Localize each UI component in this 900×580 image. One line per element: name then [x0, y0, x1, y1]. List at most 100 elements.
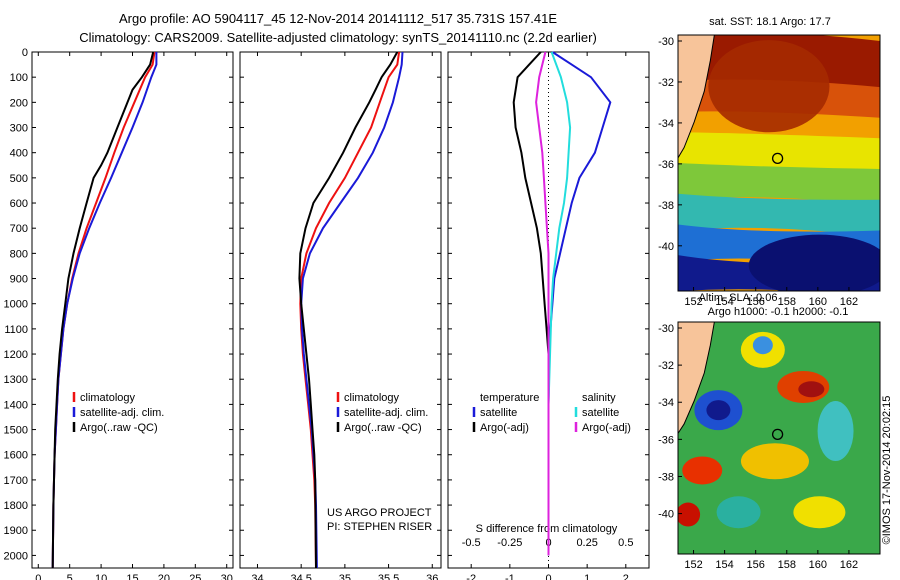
- title-line-1: Argo profile: AO 5904117_45 12-Nov-2014 …: [119, 11, 557, 26]
- series-line-2: [512, 51, 550, 556]
- series-line-3: [51, 51, 155, 569]
- profile-panel-3: -2-1012T difference from climatology-0.5…: [447, 51, 650, 580]
- x-tick-label: -1: [505, 573, 515, 580]
- footer-stamp: ©IMOS 17-Nov-2014 20:02:15: [881, 396, 893, 545]
- sla-eddy: [682, 456, 723, 485]
- legend-temperature-heading: temperature: [480, 392, 539, 404]
- depth-tick-label: 1100: [4, 324, 28, 336]
- title-line-2: Climatology: CARS2009. Satellite-adjuste…: [79, 30, 597, 45]
- x-tick-label: 34: [251, 573, 263, 580]
- legend-climatology-label: climatology: [344, 392, 400, 404]
- lat-tick-label: -32: [658, 77, 674, 89]
- panel-frame: [239, 51, 442, 569]
- legend-salinity-heading: salinity: [582, 392, 616, 404]
- x-tick-label: 30: [221, 573, 233, 580]
- lon-tick-label: 156: [747, 296, 765, 308]
- x-tick-label: 35.5: [378, 573, 399, 580]
- depth-tick-label: 0: [22, 47, 28, 59]
- legend-satellite-label: satellite-adj. clim.: [80, 407, 164, 419]
- lon-tick-label: 158: [778, 296, 796, 308]
- x-tick-label: 0: [545, 573, 551, 580]
- depth-tick-label: 1200: [4, 349, 28, 361]
- x-tick-label: 0: [35, 573, 41, 580]
- x-tick-label: 10: [95, 573, 107, 580]
- x-tick-label: 20: [158, 573, 170, 580]
- lon-tick-label: 162: [840, 296, 858, 308]
- legend-argo-label: Argo(..raw -QC): [80, 422, 158, 434]
- depth-tick-label: 600: [10, 198, 28, 210]
- series-line-1: [51, 51, 156, 569]
- sla-eddy: [678, 502, 701, 527]
- land-coast: [678, 322, 715, 435]
- depth-tick-label: 1500: [4, 425, 28, 437]
- sla-eddy: [740, 443, 809, 480]
- lat-tick-label: -32: [658, 360, 674, 372]
- sst-band: [678, 163, 880, 207]
- map-frame: [677, 321, 881, 555]
- x-tick-label: 5: [67, 573, 73, 580]
- lat-tick-label: -34: [658, 118, 674, 130]
- warm-core: [708, 40, 830, 133]
- lat-tick-label: -36: [658, 434, 674, 446]
- depth-tick-label: 100: [10, 72, 28, 84]
- lon-tick-label: 158: [778, 559, 796, 571]
- annotation-line-1: US ARGO PROJECT: [327, 507, 432, 519]
- sst-map-title: sat. SST: 18.1 Argo: 17.7: [709, 16, 831, 28]
- sla-eddy: [716, 496, 761, 529]
- depth-tick-label: 1300: [4, 374, 28, 386]
- s-tick-label: 0.25: [576, 537, 597, 549]
- sla-eddy: [752, 336, 773, 355]
- depth-tick-label: 1400: [4, 399, 28, 411]
- depth-tick-label: 200: [10, 97, 28, 109]
- profile-panel-2: 3434.53535.536salinityclimatologysatelli…: [239, 51, 442, 580]
- lat-tick-label: -30: [658, 323, 674, 335]
- s-tick-label: -0.25: [497, 537, 522, 549]
- sst-band: [678, 193, 880, 238]
- x-tick-label: 2: [623, 573, 629, 580]
- lon-tick-label: 154: [715, 296, 733, 308]
- legend-argo-label: Argo(..raw -QC): [344, 422, 422, 434]
- lon-tick-label: 154: [715, 559, 733, 571]
- sla-eddy: [798, 381, 825, 398]
- lat-tick-label: -38: [658, 471, 674, 483]
- depth-tick-label: 700: [10, 223, 28, 235]
- depth-tick-label: 900: [10, 274, 28, 286]
- sla-map-title-1: Altim. SLA: 0.06: [699, 292, 778, 304]
- series-line-2: [51, 52, 158, 569]
- x-tick-label: 35: [339, 573, 351, 580]
- legend-t-satellite-label: satellite: [480, 407, 517, 419]
- depth-tick-label: 1900: [4, 525, 28, 537]
- sla-map-title-2: Argo h1000: -0.1 h2000: -0.1: [708, 306, 849, 318]
- legend-satellite-label: satellite-adj. clim.: [344, 407, 428, 419]
- series-line-3: [547, 51, 572, 556]
- depth-tick-label: 300: [10, 123, 28, 135]
- lat-tick-label: -34: [658, 397, 674, 409]
- x-tick-label: 25: [189, 573, 201, 580]
- annotation-line-2: PI: STEPHEN RISER: [327, 521, 432, 533]
- x-tick-label: 1: [584, 573, 590, 580]
- lon-tick-label: 152: [684, 296, 702, 308]
- legend-climatology-label: climatology: [80, 392, 136, 404]
- sla-eddy: [706, 400, 731, 421]
- depth-tick-label: 2000: [4, 550, 28, 562]
- series-line-2: [300, 51, 404, 569]
- series-line-4: [535, 51, 550, 556]
- legend-s-satellite-label: satellite: [582, 407, 619, 419]
- map-frame: [677, 34, 881, 292]
- depth-tick-label: 400: [10, 148, 28, 160]
- lon-tick-label: 160: [809, 296, 827, 308]
- sst-map: 152 154 156 158 160 162 -30 -32 -34 -36 -38 -40: [658, 34, 881, 308]
- x-tick-label: 15: [126, 573, 138, 580]
- lat-tick-label: -40: [658, 509, 674, 521]
- legend-s-argo-label: Argo(-adj): [582, 422, 631, 434]
- depth-tick-label: 1000: [4, 299, 28, 311]
- argo-location-marker: [771, 152, 784, 165]
- lat-tick-label: -30: [658, 36, 674, 48]
- legend-t-argo-label: Argo(-adj): [480, 422, 529, 434]
- profile-panel-1: 0100200300400500600700800900100011001200…: [4, 47, 234, 580]
- s-axis-label: S difference from climatology: [476, 523, 618, 535]
- x-tick-label: -2: [466, 573, 476, 580]
- lat-tick-label: -40: [658, 241, 674, 253]
- sla-eddy: [793, 496, 846, 529]
